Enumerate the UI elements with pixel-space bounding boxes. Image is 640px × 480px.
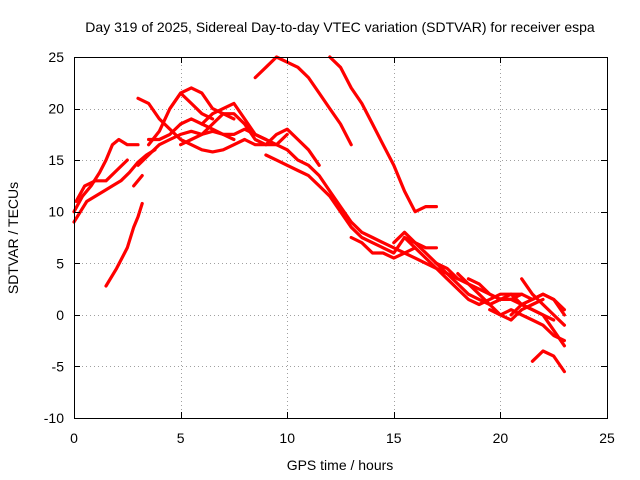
series-line-sat-y: [520, 277, 567, 327]
y-tick-labels: -10 -5 0 5 10 15 20 25: [44, 49, 64, 426]
x-tick-labels: 0 5 10 15 20 25: [70, 430, 615, 446]
series-line-sat-z: [530, 349, 567, 374]
chart-title: Day 319 of 2025, Sidereal Day-to-day VTE…: [85, 19, 595, 35]
series-line-sat-h: [147, 117, 268, 142]
series-line-sat-m: [243, 137, 417, 255]
grid-lines: [74, 57, 607, 418]
series-line-sat-g: [136, 96, 247, 154]
series-line-sat-x: [509, 292, 567, 317]
series-line-sat-p: [328, 55, 438, 214]
plot-frame: [74, 57, 608, 419]
x-axis-label: GPS time / hours: [287, 457, 394, 473]
y-tick-label: 15: [48, 152, 64, 168]
series-line-sat-e: [132, 174, 144, 188]
y-tick-label: 10: [48, 204, 64, 220]
y-axis-label: SDTVAR / TECUs: [5, 182, 21, 294]
y-tick-label: 5: [56, 255, 64, 271]
x-tick-label: 20: [493, 430, 509, 446]
y-tick-label: 20: [48, 101, 64, 117]
y-tick-label: 0: [56, 307, 64, 323]
y-tick-label: -10: [44, 410, 64, 426]
series-line-sat-u: [456, 272, 567, 343]
series-line-sat-b: [72, 148, 157, 224]
series-line-sat-w: [488, 297, 545, 322]
series-line-sat-k: [179, 112, 321, 167]
series-line-sat-l: [200, 101, 289, 147]
series-line-sat-s: [402, 235, 524, 307]
series-line-sat-d: [104, 201, 144, 288]
series-line-sat-o: [253, 55, 353, 147]
x-tick-label: 25: [599, 430, 615, 446]
y-tick-label: 25: [48, 49, 64, 65]
x-tick-label: 10: [279, 430, 295, 446]
series-line-sat-c: [74, 158, 129, 203]
x-tick-label: 5: [177, 430, 185, 446]
x-tick-label: 15: [386, 430, 402, 446]
y-tick-label: -5: [52, 358, 65, 374]
x-tick-label: 0: [70, 430, 78, 446]
series-line-sat-a: [72, 137, 140, 214]
axis-ticks: [74, 57, 608, 419]
series-line-sat-f: [136, 129, 236, 167]
data-series: [72, 55, 567, 374]
series-line-sat-v: [466, 277, 556, 322]
